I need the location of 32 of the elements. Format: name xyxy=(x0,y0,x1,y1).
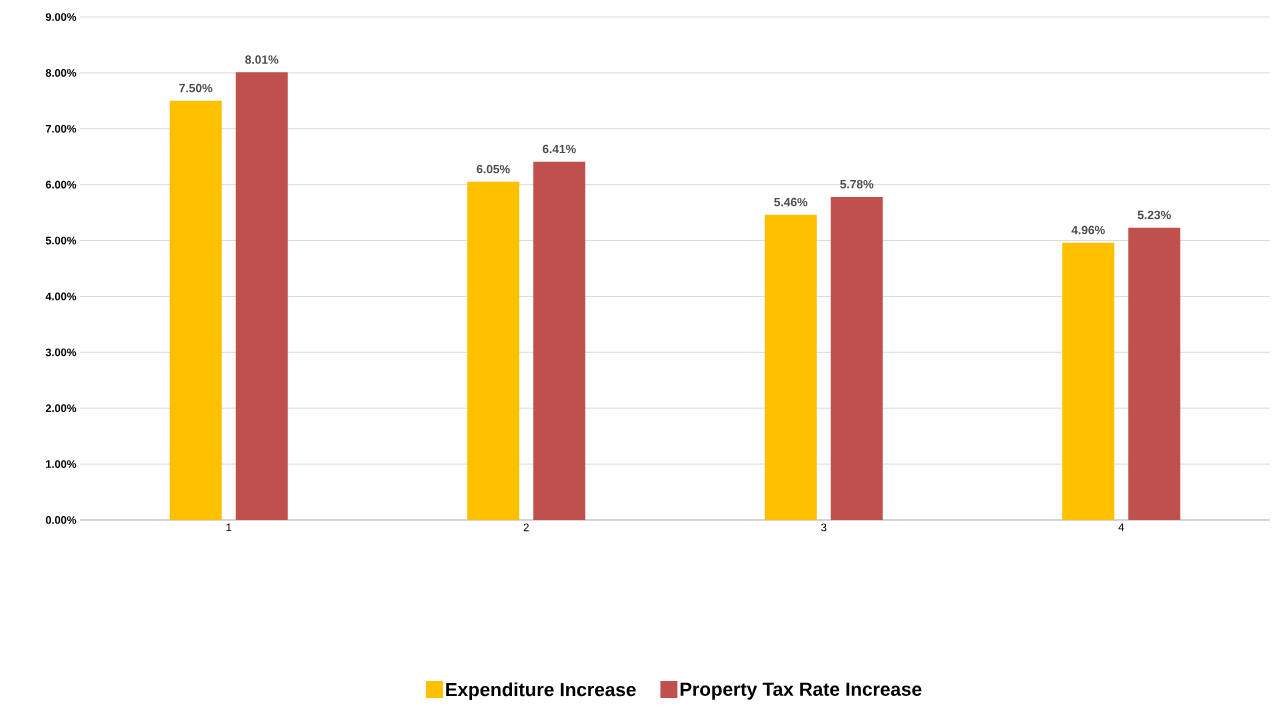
data-label: 7.50% xyxy=(179,83,213,93)
bar xyxy=(830,196,883,520)
y-tick-label: 6.00% xyxy=(45,180,77,189)
data-label: 8.01% xyxy=(245,55,279,64)
data-label: 4.96% xyxy=(1071,225,1105,235)
y-tick-label: 7.00% xyxy=(45,124,77,133)
x-tick-label: 4 xyxy=(1118,523,1124,532)
bar xyxy=(467,181,520,520)
y-tick-label: 0.00% xyxy=(45,516,77,524)
bar xyxy=(235,72,288,520)
x-tick-label: 1 xyxy=(226,523,232,532)
data-label: 5.23% xyxy=(1137,210,1171,220)
legend-label: Property Tax Rate Increase xyxy=(680,682,922,700)
x-tick-label: 2 xyxy=(523,523,529,532)
y-tick-label: 2.00% xyxy=(45,404,77,413)
y-tick-label: 4.00% xyxy=(45,292,77,301)
bar xyxy=(1062,242,1115,520)
y-tick-label: 1.00% xyxy=(46,460,77,468)
y-tick-label: 9.00% xyxy=(45,13,77,21)
legend-label: Expenditure Increase xyxy=(446,682,636,701)
data-label: 6.41% xyxy=(542,144,576,154)
bar xyxy=(1128,227,1181,520)
y-tick-label: 5.00% xyxy=(45,236,77,245)
data-label: 5.46% xyxy=(774,197,808,207)
bar xyxy=(169,100,222,520)
y-tick-label: 8.00% xyxy=(45,69,77,77)
x-tick-label: 3 xyxy=(821,523,827,532)
bar xyxy=(533,161,586,520)
data-label: 5.78% xyxy=(840,179,874,189)
data-label: 6.05% xyxy=(476,164,510,174)
y-tick-label: 3.00% xyxy=(45,348,77,357)
bar xyxy=(764,214,817,520)
